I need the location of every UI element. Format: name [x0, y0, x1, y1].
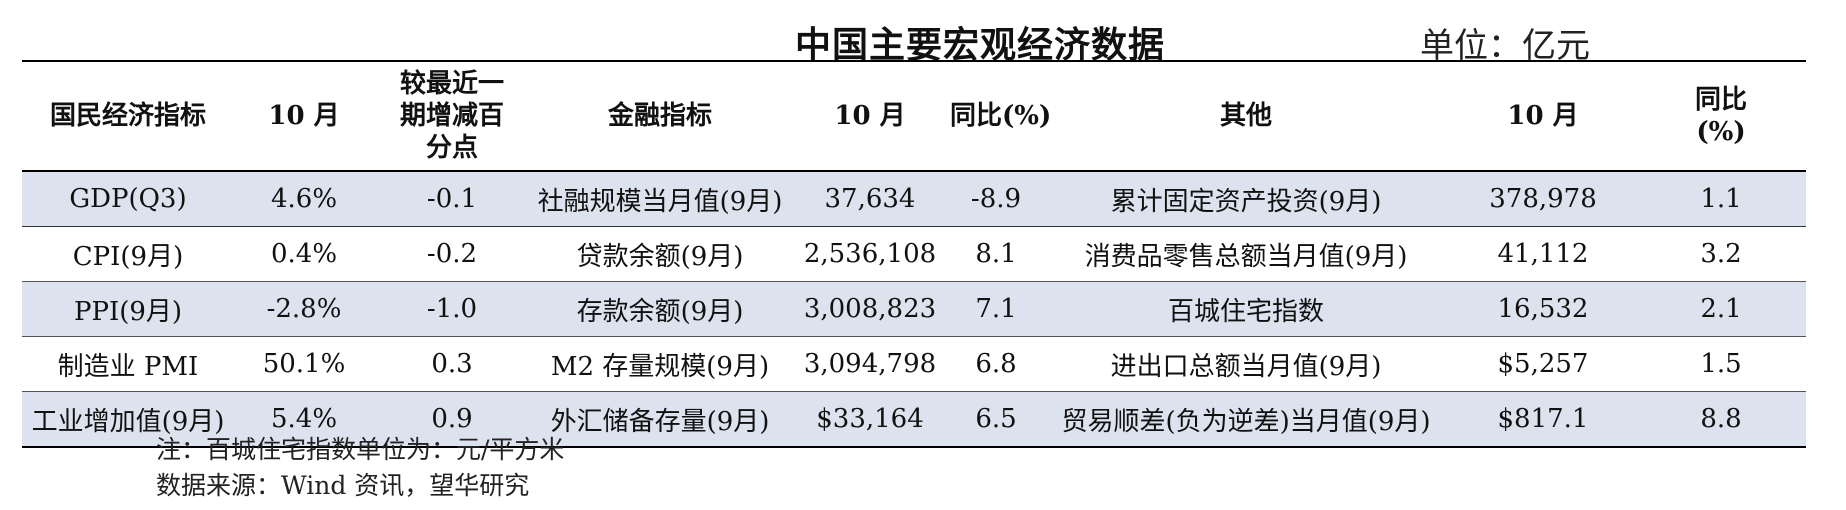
table-cell: 7.1 — [950, 281, 1042, 337]
header-row: 国民经济指标 10 月 较最近一期增减百分点 金融指标 10 月 同比(%) 其… — [22, 62, 1806, 172]
table-row: 制造业 PMI 50.1% 0.3 M2 存量规模(9月) 3,094,798 … — [22, 336, 1806, 392]
table-cell: 378,978 — [1450, 171, 1636, 227]
table-cell: $5,257 — [1450, 336, 1636, 392]
table-cell: GDP(Q3) — [22, 171, 234, 227]
table-cell: 工业增加值(9月) — [22, 391, 234, 448]
header-cell: 10 月 — [1450, 62, 1636, 172]
table-cell: 37,634 — [790, 171, 950, 227]
macro-data-table: 国民经济指标 10 月 较最近一期增减百分点 金融指标 10 月 同比(%) 其… — [22, 62, 1806, 448]
table-cell: CPI(9月) — [22, 226, 234, 282]
table-cell: 进出口总额当月值(9月) — [1042, 336, 1450, 392]
table-cell: 0.9 — [374, 391, 530, 448]
table-cell: 存款余额(9月) — [530, 281, 790, 337]
table-cell: 百城住宅指数 — [1042, 281, 1450, 337]
table-cell: 4.6% — [234, 171, 374, 227]
table-cell: 外汇储备存量(9月) — [530, 391, 790, 448]
table-cell: 8.8 — [1636, 391, 1806, 448]
table-cell: 5.4% — [234, 391, 374, 448]
header-cell: 同比(%) — [950, 62, 1051, 172]
header-cell: 同比(%) — [1636, 62, 1806, 172]
table-row: 工业增加值(9月) 5.4% 0.9 外汇储备存量(9月) $33,164 6.… — [22, 391, 1806, 448]
header-cell: 10 月 — [234, 62, 374, 172]
table-cell: 社融规模当月值(9月) — [530, 171, 790, 227]
table-cell: 1.5 — [1636, 336, 1806, 392]
header-cell: 国民经济指标 — [22, 62, 234, 172]
table-cell: 50.1% — [234, 336, 374, 392]
table-cell: -2.8% — [234, 281, 374, 337]
table-cell: $33,164 — [790, 391, 950, 448]
table-cell: -0.1 — [374, 171, 530, 227]
table-cell: 0.4% — [234, 226, 374, 282]
table-row: CPI(9月) 0.4% -0.2 贷款余额(9月) 2,536,108 8.1… — [22, 226, 1806, 282]
table-cell: -0.2 — [374, 226, 530, 282]
table-cell: 3.2 — [1636, 226, 1806, 282]
header-cell: 10 月 — [790, 62, 950, 172]
header-cell: 其他 — [1042, 62, 1450, 172]
table-cell: 41,112 — [1450, 226, 1636, 282]
table-cell: 制造业 PMI — [22, 336, 234, 392]
table-cell: 3,094,798 — [790, 336, 950, 392]
table-cell: 6.5 — [950, 391, 1042, 448]
table-cell: M2 存量规模(9月) — [530, 336, 790, 392]
header-cell: 较最近一期增减百分点 — [374, 62, 530, 172]
table-cell: 贷款余额(9月) — [530, 226, 790, 282]
table-cell: $817.1 — [1450, 391, 1636, 448]
table-row: GDP(Q3) 4.6% -0.1 社融规模当月值(9月) 37,634 -8.… — [22, 171, 1806, 227]
table-cell: -1.0 — [374, 281, 530, 337]
table-row: PPI(9月) -2.8% -1.0 存款余额(9月) 3,008,823 7.… — [22, 281, 1806, 337]
unit-label: 单位：亿元 — [1420, 26, 1590, 66]
table-cell: 贸易顺差(负为逆差)当月值(9月) — [1042, 391, 1450, 448]
top-rule — [22, 60, 1806, 62]
table-cell: 16,532 — [1450, 281, 1636, 337]
table-cell: 2,536,108 — [790, 226, 950, 282]
table-cell: 累计固定资产投资(9月) — [1042, 171, 1450, 227]
notes-block: 注：百城住宅指数单位为：元/平方米 数据来源：Wind 资讯，望华研究 — [156, 432, 564, 504]
header-cell: 金融指标 — [530, 62, 790, 172]
table-cell: 2.1 — [1636, 281, 1806, 337]
table-cell: 0.3 — [374, 336, 530, 392]
table-cell: 消费品零售总额当月值(9月) — [1042, 226, 1450, 282]
table-cell: 8.1 — [950, 226, 1042, 282]
table-cell: PPI(9月) — [22, 281, 234, 337]
table-cell: 1.1 — [1636, 171, 1806, 227]
source-note: 数据来源：Wind 资讯，望华研究 — [156, 471, 530, 500]
footnote: 注：百城住宅指数单位为：元/平方米 — [156, 435, 565, 464]
page-title: 中国主要宏观经济数据 — [795, 24, 1166, 66]
title-row: 中国主要宏观经济数据 单位：亿元 — [22, 6, 1806, 66]
table-cell: -8.9 — [950, 171, 1042, 227]
table-cell: 6.8 — [950, 336, 1042, 392]
table-cell: 3,008,823 — [790, 281, 950, 337]
